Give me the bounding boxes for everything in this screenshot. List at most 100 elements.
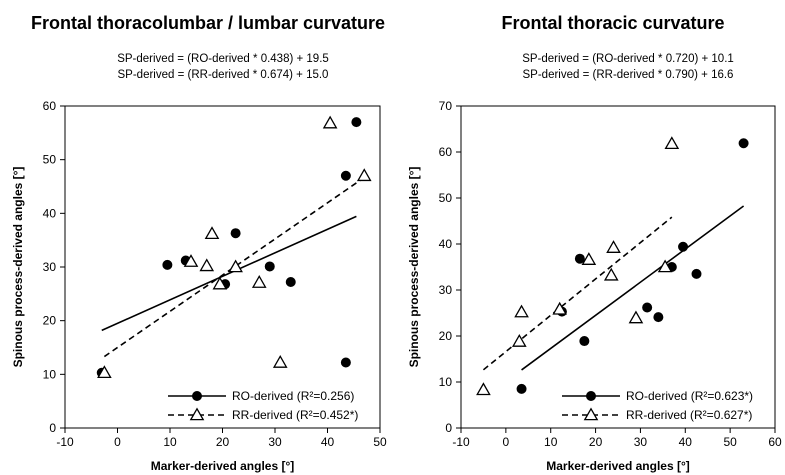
- x-axis-label: Marker-derived angles [°]: [151, 459, 295, 473]
- y-tick-label: 40: [439, 237, 453, 251]
- plot-frame: [64, 105, 381, 429]
- chart-title: Frontal thoracic curvature: [501, 13, 724, 33]
- data-point-rr-derived: [228, 259, 243, 273]
- y-tick-label: 10: [43, 367, 57, 381]
- chart-panel-1: Frontal thoracolumbar / lumbar curvature…: [11, 13, 387, 473]
- data-point-rr-derived: [603, 267, 619, 281]
- y-tick-label: 60: [439, 145, 453, 159]
- data-point-rr-derived: [664, 136, 680, 150]
- chart-panel-2: Frontal thoracic curvature SP-derived = (…: [407, 13, 782, 473]
- data-point-ro-derived: [579, 336, 590, 347]
- y-tick-label: 40: [43, 206, 57, 220]
- x-tick-label: 10: [163, 435, 177, 449]
- legend: RO-derived (R²=0.623*) RR-derived (R²=0.6…: [562, 389, 753, 422]
- regression-equation: SP-derived = (RR-derived * 0.674) + 15.0: [118, 69, 329, 81]
- x-tick-label: -10: [452, 435, 470, 449]
- legend-marker: [192, 391, 202, 401]
- data-point-ro-derived: [264, 261, 275, 272]
- x-tick-label: 40: [321, 435, 335, 449]
- y-tick-label: 20: [43, 314, 57, 328]
- x-tick-label: 30: [634, 435, 648, 449]
- legend-r2: (R²=0.256): [293, 389, 354, 403]
- regression-equation: SP-derived = (RO-derived * 0.720) + 10.1: [522, 53, 734, 65]
- x-tick-label: 50: [723, 435, 737, 449]
- legend-marker: [586, 391, 596, 401]
- y-tick-label: 20: [439, 329, 453, 343]
- y-axis-label: Spinous process-derived angles [°]: [11, 167, 25, 368]
- plot-frame: [460, 105, 776, 429]
- y-tick-label: 30: [43, 260, 57, 274]
- data-point-ro-derived: [653, 312, 664, 323]
- data-point-rr-derived: [204, 226, 220, 240]
- data-point-rr-derived: [272, 355, 288, 368]
- data-point-ro-derived: [162, 259, 173, 270]
- data-point-ro-derived: [678, 241, 689, 252]
- data-point-rr-derived: [356, 168, 372, 182]
- data-point-rr-derived: [657, 259, 673, 273]
- y-tick-label: 70: [439, 99, 453, 113]
- legend-marker: [583, 407, 599, 421]
- data-point-rr-derived: [251, 275, 267, 288]
- regression-equation: SP-derived = (RO-derived * 0.438) + 19.5: [117, 53, 329, 65]
- data-point-ro-derived: [642, 302, 653, 313]
- data-point-rr-derived: [628, 310, 644, 324]
- data-point-rr-derived: [606, 240, 621, 253]
- regression-line-ro-derived: [101, 215, 357, 332]
- data-point-ro-derived: [574, 253, 585, 264]
- x-tick-label: 40: [679, 435, 693, 449]
- legend-marker: [189, 407, 205, 421]
- legend-r2: (R²=0.623*): [687, 389, 753, 403]
- data-point-ro-derived: [285, 277, 296, 288]
- x-tick-label: 0: [114, 435, 121, 449]
- chart-title: Frontal thoracolumbar / lumbar curvature: [31, 13, 385, 33]
- x-tick-label: 20: [216, 435, 230, 449]
- legend-r2: (R²=0.627*): [687, 408, 753, 422]
- legend-series-name: RR-derived: [232, 408, 293, 422]
- data-point-rr-derived: [476, 382, 491, 396]
- y-tick-label: 50: [439, 191, 453, 205]
- regression-line-ro-derived: [521, 205, 745, 371]
- x-tick-label: -10: [56, 435, 74, 449]
- data-point-ro-derived: [340, 170, 351, 181]
- data-point-rr-derived: [212, 276, 228, 290]
- data-point-ro-derived: [340, 357, 351, 368]
- x-axis-label: Marker-derived angles [°]: [546, 459, 690, 473]
- legend-label: RR-derived (R²=0.627*): [626, 408, 752, 422]
- legend-label: RO-derived (R²=0.256): [232, 389, 354, 403]
- y-tick-label: 50: [43, 153, 57, 167]
- y-tick-label: 10: [439, 375, 453, 389]
- x-tick-label: 10: [544, 435, 558, 449]
- data-point-ro-derived: [516, 383, 527, 394]
- legend: RO-derived (R²=0.256)RR-derived (R²=0.45…: [168, 389, 358, 422]
- data-point-rr-derived: [183, 254, 199, 267]
- regression-line-rr-derived: [482, 216, 673, 371]
- data-point-rr-derived: [511, 334, 527, 347]
- legend-r2: (R²=0.452*): [293, 408, 359, 422]
- data-point-ro-derived: [351, 117, 362, 128]
- y-axis-label: Spinous process-derived angles [°]: [407, 167, 421, 368]
- regression-line-rr-derived: [103, 176, 365, 358]
- data-point-ro-derived: [691, 268, 702, 279]
- y-tick-label: 60: [43, 99, 57, 113]
- y-tick-label: 0: [445, 421, 452, 435]
- y-tick-label: 0: [49, 421, 56, 435]
- x-tick-label: 30: [268, 435, 282, 449]
- data-point-ro-derived: [738, 138, 749, 149]
- data-point-ro-derived: [230, 228, 241, 239]
- legend-series-name: RO-derived: [232, 389, 293, 403]
- regression-equation: SP-derived = (RR-derived * 0.790) + 16.6: [523, 69, 734, 81]
- data-point-rr-derived: [199, 258, 215, 272]
- legend-series-name: RR-derived: [626, 408, 687, 422]
- x-tick-label: 20: [589, 435, 603, 449]
- legend-label: RR-derived (R²=0.452*): [232, 408, 358, 422]
- data-point-rr-derived: [552, 301, 568, 315]
- y-tick-label: 30: [439, 283, 453, 297]
- data-point-rr-derived: [581, 252, 597, 265]
- legend-label: RO-derived (R²=0.623*): [626, 389, 753, 403]
- x-tick-label: 60: [768, 435, 782, 449]
- x-tick-label: 0: [503, 435, 510, 449]
- data-point-rr-derived: [97, 365, 112, 379]
- data-point-rr-derived: [514, 304, 529, 318]
- x-tick-label: 50: [373, 435, 387, 449]
